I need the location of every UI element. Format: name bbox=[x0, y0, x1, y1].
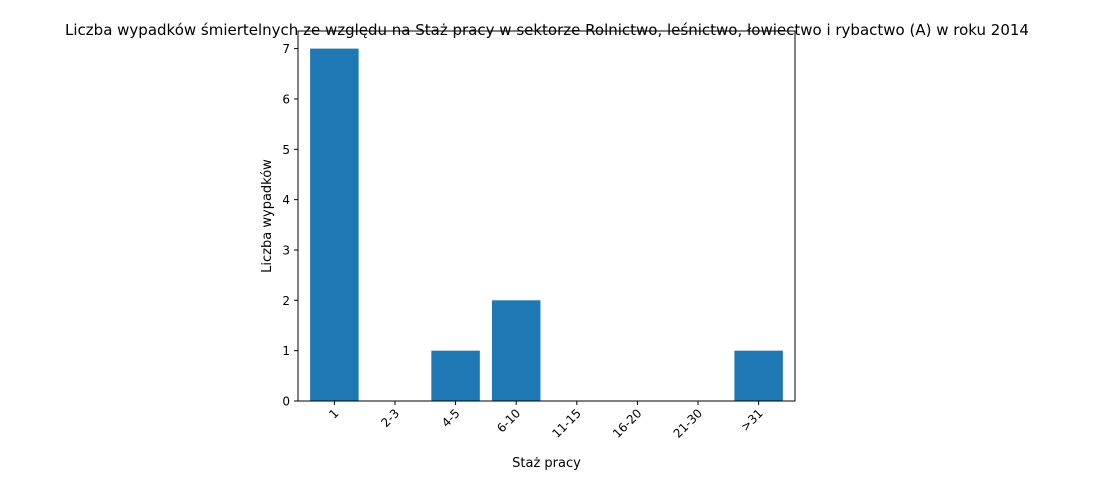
y-tick-label: 1 bbox=[282, 344, 290, 358]
y-tick-label: 6 bbox=[282, 92, 290, 106]
bar-1 bbox=[310, 48, 359, 401]
y-tick-label: 0 bbox=[282, 395, 290, 409]
y-axis-label: Liczba wypadków bbox=[260, 159, 275, 273]
bar->31 bbox=[734, 350, 783, 401]
y-tick-label: 2 bbox=[282, 294, 290, 308]
bar-4-5 bbox=[431, 350, 480, 401]
y-tick-label: 7 bbox=[282, 42, 290, 56]
chart-title: Liczba wypadków śmiertelnych ze względu … bbox=[65, 21, 1029, 39]
bar-6-10 bbox=[491, 300, 541, 401]
y-tick-label: 5 bbox=[282, 143, 290, 157]
y-tick-label: 4 bbox=[282, 193, 290, 207]
plot-frame bbox=[297, 30, 796, 402]
x-axis-label: Staż pracy bbox=[512, 456, 581, 471]
y-tick-label: 3 bbox=[282, 243, 290, 257]
